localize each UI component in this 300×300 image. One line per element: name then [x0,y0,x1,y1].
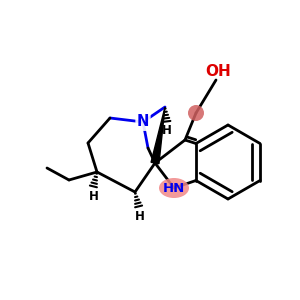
Text: H: H [135,209,145,223]
Text: HN: HN [163,182,185,194]
Text: N: N [137,115,149,130]
Text: OH: OH [205,64,231,80]
Circle shape [188,105,204,121]
Polygon shape [151,107,165,164]
Text: H: H [89,190,99,202]
Ellipse shape [159,178,189,198]
Text: H: H [162,124,172,137]
